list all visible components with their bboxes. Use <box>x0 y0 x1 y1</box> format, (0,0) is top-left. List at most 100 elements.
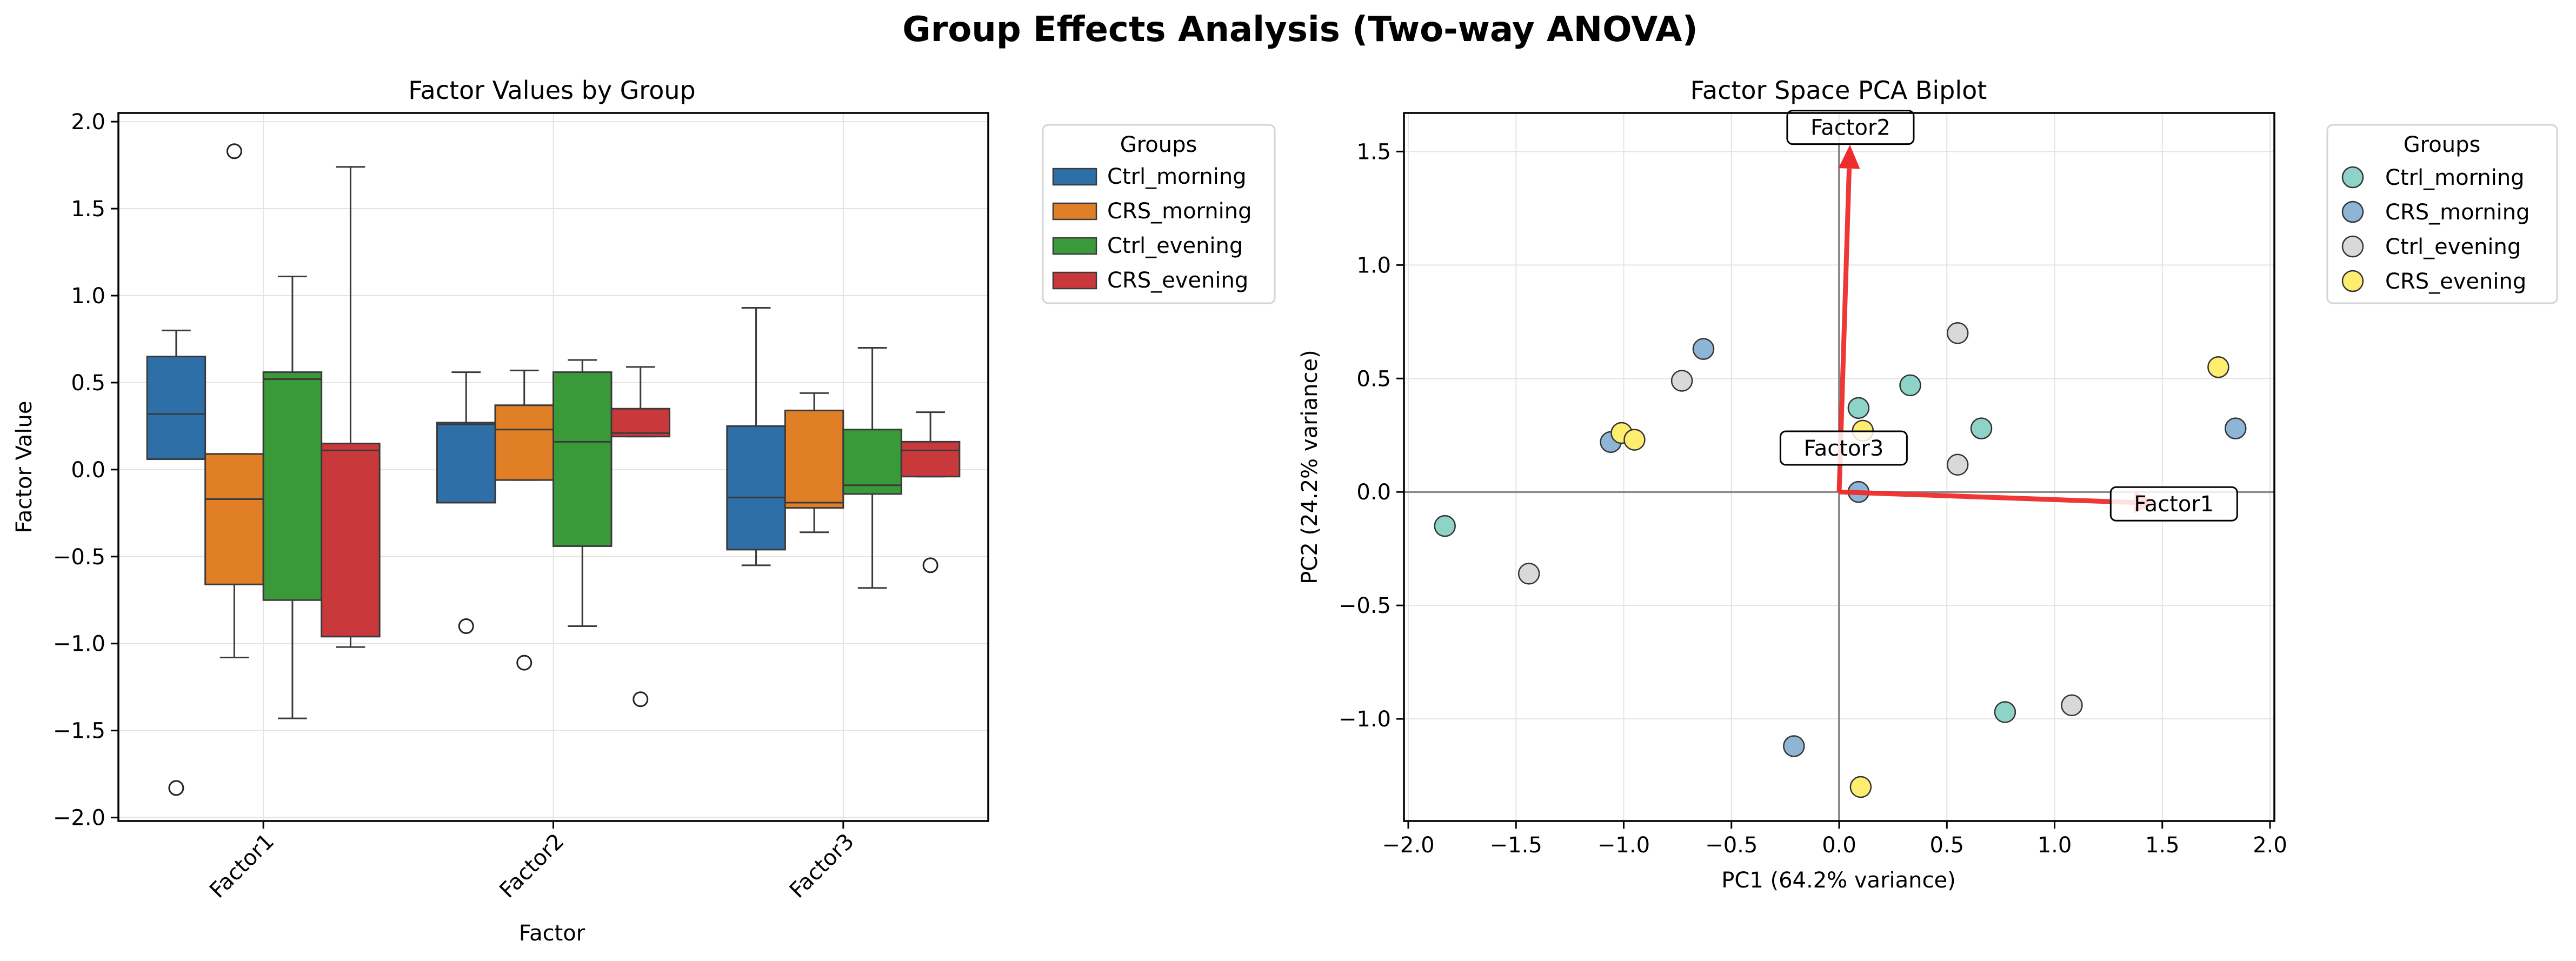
pca-xlabel: PC1 (64.2% variance) <box>1721 868 1955 893</box>
box-CRS_evening-Factor1 <box>321 166 381 648</box>
outlier-point <box>458 618 474 635</box>
y-tick-label: 2.0 <box>71 110 105 135</box>
y-tick-label: 0.5 <box>1356 366 1391 391</box>
pca-point-CRS_evening <box>1849 776 1872 798</box>
box-body <box>610 408 670 438</box>
box-body <box>900 441 961 478</box>
box-body <box>204 453 264 585</box>
y-tick-label: −1.0 <box>1339 707 1391 732</box>
legend-marker <box>2341 235 2364 258</box>
box-body <box>842 429 902 495</box>
y-tick-label: 0.0 <box>71 458 105 483</box>
box-plot-marks <box>146 143 961 796</box>
pca-point-Ctrl_morning <box>1899 374 1921 397</box>
x-tick-label: −2.0 <box>1382 833 1434 858</box>
y-tick-label: 0.5 <box>71 371 105 396</box>
x-tick-label: −1.5 <box>1490 833 1542 858</box>
x-tick-label: 0.5 <box>1929 833 1964 858</box>
box-Ctrl_evening-Factor3 <box>842 347 902 589</box>
pca-point-Ctrl_evening <box>1670 370 1693 392</box>
box-CRS_morning-Factor1 <box>204 143 264 658</box>
box-body <box>553 371 613 547</box>
pca-legend: Groups Ctrl_morning CRS_morning Ctrl_eveni… <box>2326 124 2558 304</box>
box-plot-legend: Groups Ctrl_morning CRS_morning Ctrl_eveni… <box>1042 124 1276 304</box>
loading-arrow-Factor1: Factor1 <box>1839 486 2238 522</box>
box-body <box>726 425 786 551</box>
legend-label: Ctrl_morning <box>2385 165 2525 190</box>
x-tick-label: −0.5 <box>1705 833 1758 858</box>
box-Ctrl_morning-Factor1 <box>146 329 207 796</box>
x-tick-label: −1.0 <box>1597 833 1650 858</box>
legend-swatch <box>1052 202 1097 221</box>
pca-axes: −2.0 −1.5 −1.0 −0.5 0.0 0.5 1.0 1.5 2.0 −1.0 −0.5 0… <box>1339 139 2287 858</box>
legend-swatch <box>1052 271 1097 290</box>
box-body <box>784 409 844 509</box>
pca-ylabel: PC2 (24.2% variance) <box>1297 350 1322 584</box>
pca-point-Ctrl_morning <box>1970 417 1993 439</box>
pca-point-CRS_morning <box>2225 417 2247 439</box>
legend-label: CRS_evening <box>2385 269 2526 294</box>
loading-label: Factor2 <box>1810 116 1891 141</box>
pca-point-Ctrl_evening <box>2061 694 2083 717</box>
y-tick-label: 1.5 <box>71 197 105 222</box>
x-tick-label: 1.5 <box>2145 833 2180 858</box>
loading-label-box <box>1786 110 1915 145</box>
legend-label: CRS_morning <box>1107 199 1252 224</box>
figure-suptitle: Group Effects Analysis (Two-way ANOVA) <box>902 10 1698 50</box>
box-CRS_morning-Factor2 <box>494 369 554 671</box>
box-body <box>262 371 323 601</box>
pca-point-CRS_evening <box>2207 356 2229 378</box>
loading-label-box <box>2109 486 2238 522</box>
pca-point-Ctrl_evening <box>1946 322 1969 344</box>
box-CRS_evening-Factor3 <box>900 411 961 573</box>
legend-marker <box>2341 166 2364 189</box>
y-tick-label: 0.0 <box>1356 480 1391 505</box>
legend-swatch <box>1052 237 1097 255</box>
outlier-point <box>633 691 649 708</box>
legend-label: Ctrl_evening <box>2385 235 2521 259</box>
pca-point-Ctrl_morning <box>1434 515 1456 537</box>
loading-label: Factor1 <box>2134 492 2214 517</box>
x-tick-label: 1.0 <box>2038 833 2072 858</box>
pca-legend-title: Groups <box>2404 132 2481 157</box>
box-legend-title: Groups <box>1120 132 1197 157</box>
pca-point-CRS_evening <box>1623 429 1646 451</box>
pca-point-CRS_morning <box>1692 338 1715 360</box>
outlier-point <box>226 143 242 159</box>
y-tick-label: 1.0 <box>1356 253 1391 278</box>
y-tick-label: 1.0 <box>71 284 105 309</box>
outlier-point <box>516 655 532 671</box>
pca-legend-frame <box>2326 124 2558 304</box>
box-body <box>321 443 381 638</box>
box-plot-title: Factor Values by Group <box>408 76 695 105</box>
arrow-head <box>1838 144 1860 169</box>
legend-label: CRS_evening <box>1107 268 1248 293</box>
arrow-shaft <box>1839 489 2134 505</box>
pca-point-Ctrl_evening <box>1517 563 1540 585</box>
loading-label: Factor3 <box>1803 436 1883 461</box>
legend-marker <box>2341 201 2364 223</box>
y-tick-label: −0.5 <box>1339 593 1391 618</box>
legend-label: Ctrl_morning <box>1107 164 1247 189</box>
y-tick-label: −1.5 <box>53 719 105 744</box>
pca-point-CRS_morning <box>1783 735 1805 757</box>
box-Ctrl_evening-Factor1 <box>262 276 323 719</box>
box-legend-frame <box>1042 124 1276 304</box>
box-Ctrl_morning-Factor2 <box>436 371 496 635</box>
outlier-point <box>168 780 184 796</box>
x-tick-label: 2.0 <box>2253 833 2287 858</box>
legend-marker <box>2341 270 2364 292</box>
legend-swatch <box>1052 168 1097 186</box>
box-body <box>436 422 496 504</box>
box-CRS_morning-Factor3 <box>784 392 844 533</box>
outlier-point <box>922 557 938 573</box>
legend-label: Ctrl_evening <box>1107 233 1243 258</box>
pca-biplot-chart: Factor Space PCA Biplot Factor1Factor2Fa… <box>1297 76 2558 893</box>
y-tick-label: 1.5 <box>1356 139 1391 164</box>
box-Ctrl_evening-Factor2 <box>553 359 613 628</box>
y-tick-label: −0.5 <box>53 545 105 570</box>
box-Ctrl_morning-Factor3 <box>726 306 786 566</box>
loading-label-box <box>1779 430 1908 466</box>
